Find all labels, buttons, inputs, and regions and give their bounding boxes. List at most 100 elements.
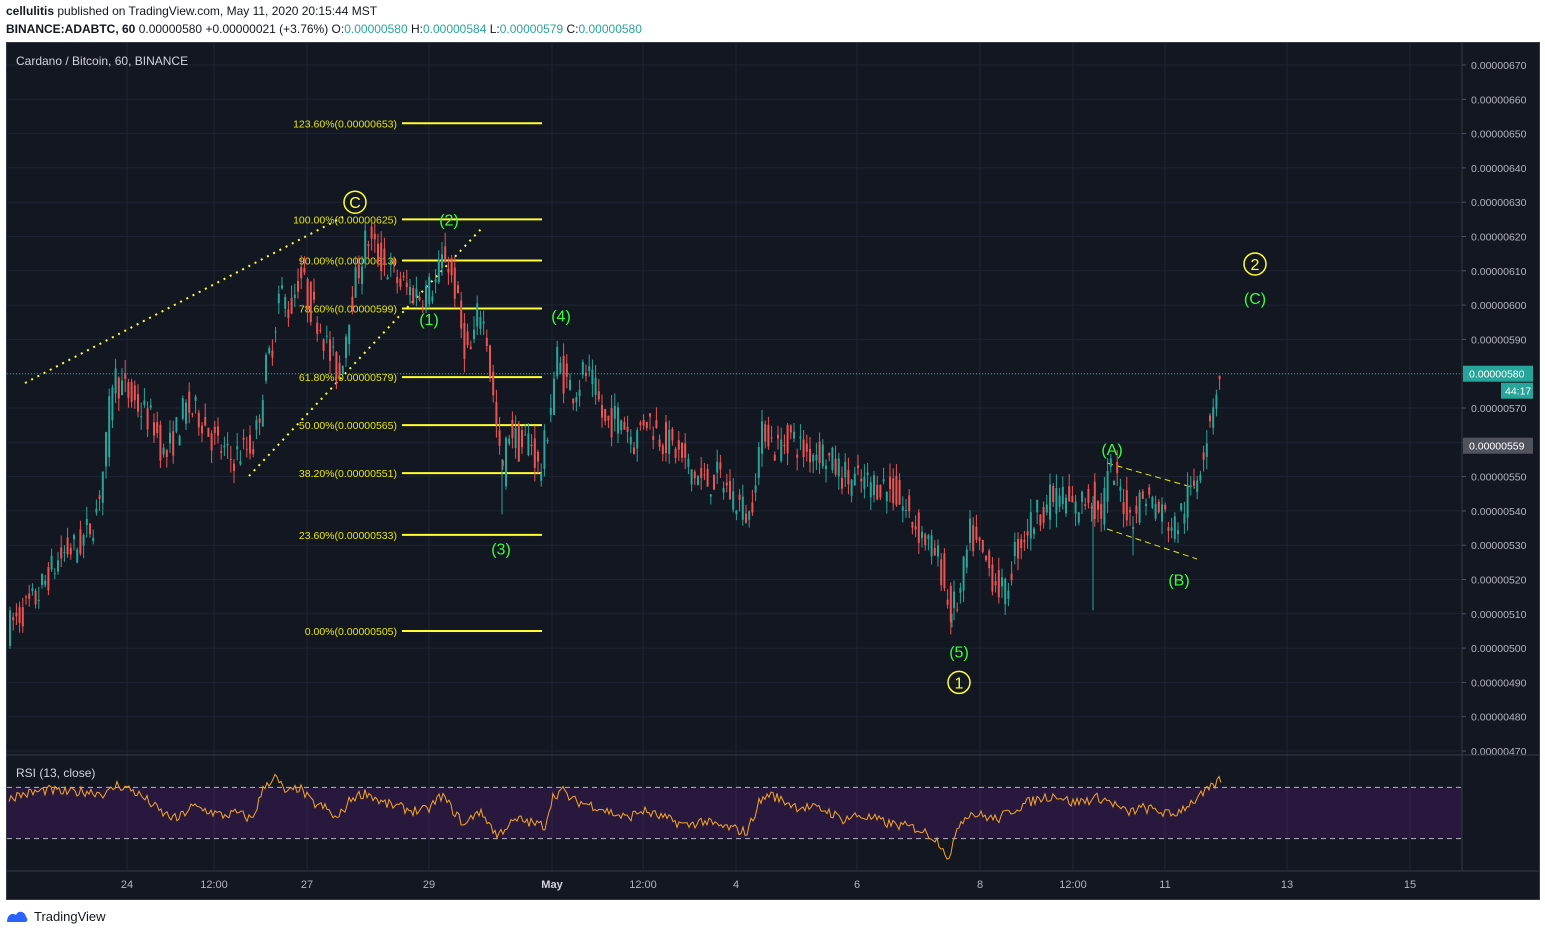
candle-body [425, 285, 427, 307]
fib-level-label: 38.20%(0.00000551) [299, 468, 397, 480]
chart-frame[interactable]: 123.60%(0.00000653) 100.00%(0.00000625) 90… [6, 42, 1540, 900]
candle-body [149, 405, 152, 408]
rsi-band [7, 787, 1462, 839]
candle-body [428, 276, 431, 305]
candle-body [15, 612, 18, 617]
symbol-label: BINANCE:ADABTC, 60 [6, 22, 136, 36]
price-tick-label: 0.00000660 [1471, 94, 1527, 106]
tradingview-brand[interactable]: TradingView [34, 908, 106, 924]
candle-body [581, 361, 584, 375]
candle-body [956, 609, 959, 611]
candle-body [306, 279, 309, 310]
fibonacci-retracement[interactable]: 123.60%(0.00000653) 100.00%(0.00000625) 90… [293, 118, 542, 638]
candle-body [594, 377, 597, 395]
candle-body [25, 596, 27, 598]
axes: 0.00000670 0.00000660 0.00000650 0.00000640… [7, 43, 1539, 899]
candle-body [777, 434, 779, 439]
candle-body [364, 230, 367, 264]
candle-body [764, 424, 767, 442]
candle-body [137, 394, 139, 412]
candle-body [1049, 484, 1051, 520]
price-tick-label: 0.00000570 [1471, 403, 1527, 415]
candle-body [501, 460, 504, 466]
candle-body [1071, 495, 1074, 503]
candle-body [236, 446, 239, 450]
candle-body [626, 426, 629, 432]
candle-body [841, 477, 843, 489]
candle-body [34, 590, 37, 605]
candle-body [1173, 516, 1176, 539]
candle-body [1164, 504, 1167, 510]
candle-body [773, 454, 776, 461]
candle-body [642, 420, 645, 426]
publisher-name[interactable]: cellulitis [6, 4, 55, 18]
candle-body [661, 445, 664, 455]
price-tick-label: 0.00000500 [1471, 643, 1527, 655]
candle-body [434, 279, 437, 283]
candle-body [194, 396, 197, 401]
candle-body [988, 550, 991, 569]
candle-body [156, 422, 159, 434]
candle-body [850, 479, 853, 496]
candle-body [239, 461, 242, 465]
candle-body [911, 521, 914, 528]
flag-lower-line[interactable] [1106, 528, 1198, 560]
candle-body [485, 337, 488, 347]
wave-label: (C) [1244, 291, 1266, 308]
candle-body [604, 408, 607, 422]
candle-body [380, 242, 383, 272]
candle-body [1218, 375, 1221, 380]
candle-body [905, 509, 907, 511]
candle-body [946, 599, 949, 605]
candle-body [63, 552, 66, 554]
candle-body [1119, 486, 1122, 491]
candle-body [124, 373, 127, 379]
candle-body [226, 443, 229, 446]
candle-body [991, 564, 994, 592]
wedge-lower-line[interactable] [248, 228, 482, 477]
candle-body [1141, 491, 1144, 499]
candle-body [1109, 458, 1112, 467]
candle-body [853, 473, 856, 486]
candle-body [866, 472, 869, 476]
candle-body [1077, 512, 1080, 523]
price-tick-label: 0.00000550 [1471, 472, 1527, 484]
candlestick-series [9, 219, 1221, 649]
rsi-pane[interactable]: 75.0050.0025.00 [7, 773, 1506, 860]
candle-body [770, 437, 773, 439]
candle-body [1148, 487, 1151, 495]
candle-body [495, 402, 498, 425]
candle-body [377, 243, 379, 263]
candle-body [466, 331, 469, 345]
candle-body [98, 495, 101, 499]
candle-body [287, 309, 290, 319]
candle-body [373, 233, 376, 240]
wave-label: (3) [491, 542, 511, 559]
trendlines[interactable] [24, 216, 1198, 560]
candle-body [325, 335, 328, 337]
candle-body [709, 494, 712, 497]
candle-body [431, 296, 434, 302]
crosshair-price-value: 0.00000559 [1469, 441, 1525, 453]
candle-body [802, 439, 805, 458]
flag-upper-line[interactable] [1106, 462, 1196, 489]
time-tick-label: May [541, 879, 563, 891]
candle-body [290, 297, 293, 314]
candle-body [953, 591, 955, 609]
price-chart[interactable]: 123.60%(0.00000653) 100.00%(0.00000625) 90… [7, 43, 1539, 899]
elliott-wave-labels[interactable]: C (2) (1) (4) (3) (5) 1 (A) (B) 2 (C) [343, 190, 1267, 695]
candle-body [370, 226, 373, 239]
price-tick-label: 0.00000650 [1471, 129, 1527, 141]
low-value: 0.00000579 [499, 22, 564, 36]
price-tick-label: 0.00000670 [1471, 60, 1527, 72]
candle-body [258, 418, 261, 423]
wave-circle [947, 670, 971, 695]
candle-body [191, 413, 194, 415]
candle-body [1202, 452, 1205, 460]
tradingview-logo-icon[interactable] [6, 909, 28, 923]
candle-body [316, 322, 319, 334]
candle-body [357, 264, 360, 279]
price-tick-label: 0.00000480 [1471, 712, 1527, 724]
fib-level-label: 123.60%(0.00000653) [293, 118, 397, 130]
candle-body [469, 346, 472, 350]
